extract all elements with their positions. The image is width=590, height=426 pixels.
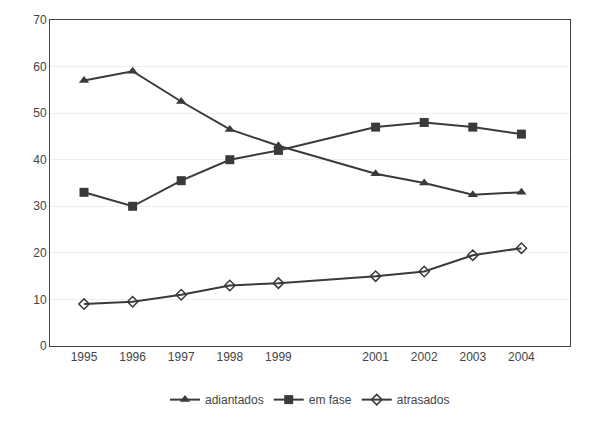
svg-text:30: 30 (33, 199, 47, 213)
svg-text:atrasados: atrasados (397, 393, 450, 407)
svg-text:20: 20 (33, 246, 47, 260)
svg-text:2004: 2004 (508, 350, 535, 364)
svg-text:50: 50 (33, 106, 47, 120)
svg-text:60: 60 (33, 60, 47, 74)
svg-text:2001: 2001 (362, 350, 389, 364)
svg-text:40: 40 (33, 153, 47, 167)
svg-text:adiantados: adiantados (205, 393, 264, 407)
svg-text:10: 10 (33, 293, 47, 307)
svg-text:1997: 1997 (168, 350, 195, 364)
svg-text:1999: 1999 (265, 350, 292, 364)
svg-text:70: 70 (33, 13, 47, 27)
svg-text:1998: 1998 (216, 350, 243, 364)
svg-text:1995: 1995 (71, 350, 98, 364)
svg-text:2002: 2002 (411, 350, 438, 364)
svg-text:0: 0 (40, 339, 47, 353)
svg-text:em fase: em fase (309, 393, 352, 407)
svg-text:1996: 1996 (119, 350, 146, 364)
svg-text:2003: 2003 (459, 350, 486, 364)
